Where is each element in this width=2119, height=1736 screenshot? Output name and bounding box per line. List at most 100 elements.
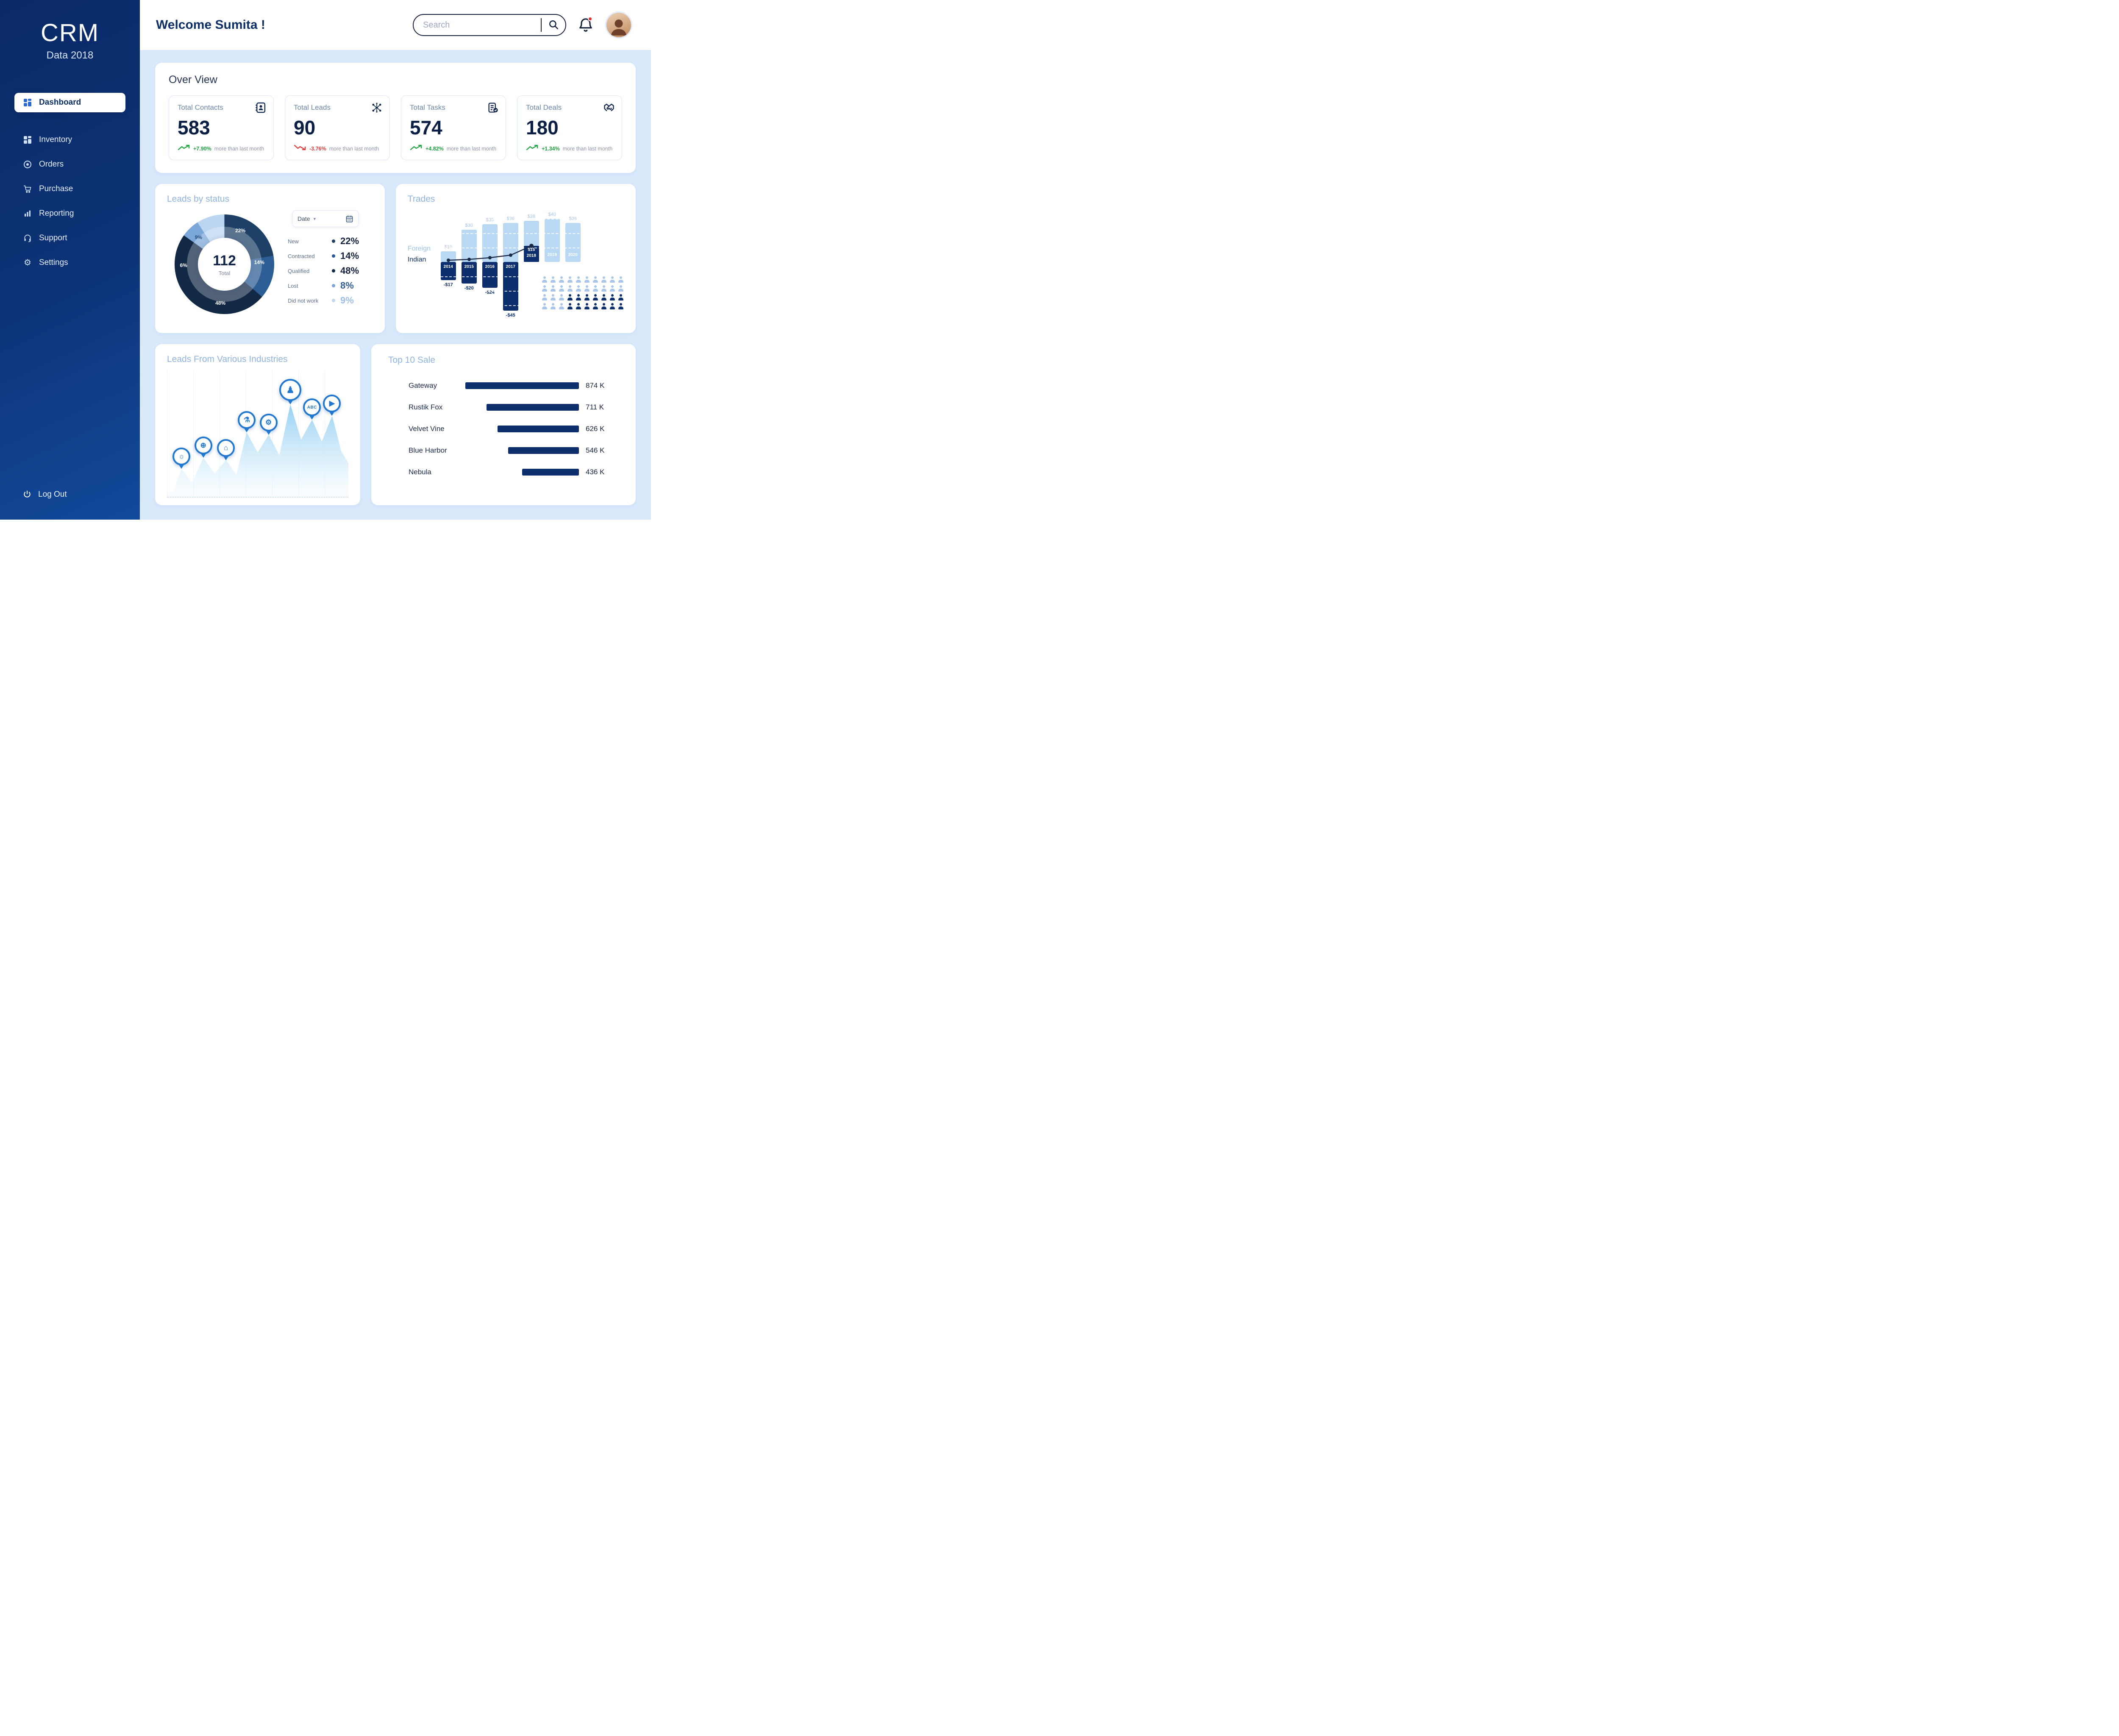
sidebar-item-dashboard[interactable]: Dashboard xyxy=(14,93,125,112)
notification-badge xyxy=(588,17,592,21)
donut-total-value: 112 xyxy=(213,252,236,269)
stat-delta: +7.90% xyxy=(193,145,211,152)
map-pin-globe-icon: ⊕ xyxy=(194,436,212,458)
trades-foreign-value-label: $10 xyxy=(444,244,452,250)
donut-segment-label-qualified: 48% xyxy=(215,300,226,306)
trades-foreign-value-label: $38 xyxy=(527,214,535,220)
trades-indian-value-label: -$45 xyxy=(506,312,515,318)
stat-delta: -3.76% xyxy=(309,145,326,152)
person-icon xyxy=(610,294,615,300)
trades-year-label: 2014 xyxy=(443,264,453,269)
chart-gridline xyxy=(440,233,618,234)
trades-bar-foreign-2019 xyxy=(544,219,560,262)
trades-indian-value-label: -$17 xyxy=(443,282,453,288)
stat-card-total-deals: Total Deals 180 +1.34% more than last month xyxy=(517,95,622,160)
pin-tail xyxy=(329,411,335,416)
leads-body: 22% 14% 48% 6% 9% 112 Total Date ▾ xyxy=(167,209,373,314)
sidebar-item-settings[interactable]: ⚙ Settings xyxy=(14,253,125,273)
person-icon xyxy=(618,294,624,300)
brand-subtitle: Data 2018 xyxy=(46,50,94,61)
sidebar-item-support[interactable]: Support xyxy=(14,228,125,248)
donut-center: 112 Total xyxy=(198,238,251,291)
trades-bar-foreign-2016 xyxy=(482,224,498,262)
sidebar-item-inventory[interactable]: Inventory xyxy=(14,130,125,150)
sidebar-item-label: Dashboard xyxy=(39,98,81,107)
trades-bar-foreign-2014 xyxy=(440,251,456,262)
sale-value: 874 K xyxy=(585,381,605,389)
stat-card-total-contacts: Total Contacts 583 +7.90% more than last mo… xyxy=(169,95,274,160)
stat-delta: +4.82% xyxy=(425,145,444,152)
power-icon xyxy=(23,490,32,499)
person-icon xyxy=(601,285,607,292)
pin-tail xyxy=(223,455,229,460)
stat-card-total-leads: Total Leads 90 -3.76% more than last month xyxy=(285,95,390,160)
legend-dot xyxy=(332,239,335,243)
trades-indian-value-label: -$20 xyxy=(464,286,474,291)
trades-indian-value-label: $15 xyxy=(528,247,535,252)
legend-label: Qualified xyxy=(288,267,310,274)
trend-arrow-icon xyxy=(410,144,423,153)
sidebar-item-reporting[interactable]: Reporting xyxy=(14,204,125,223)
trades-foreign-value-label: $40 xyxy=(548,212,556,217)
bar-chart-icon xyxy=(23,209,32,218)
sidebar-item-label: Orders xyxy=(39,160,64,169)
map-pin-media-video-icon: ▶ xyxy=(323,395,341,416)
trend-arrow-icon xyxy=(294,144,306,153)
pin-tail xyxy=(244,428,250,433)
person-icon xyxy=(567,276,573,283)
person-icon xyxy=(610,276,615,283)
legend-dot xyxy=(332,284,335,287)
trades-bar-indian-2016 xyxy=(482,262,498,288)
search-button[interactable] xyxy=(546,17,561,33)
user-avatar[interactable] xyxy=(605,11,632,39)
globe-icon: ⊕ xyxy=(194,436,212,454)
handshake-icon xyxy=(603,102,615,114)
sidebar-item-orders[interactable]: Orders xyxy=(14,155,125,174)
trades-card: Trades Foreign Indian 2014 -$17 $10 2015 -$2… xyxy=(395,184,636,333)
top-sale-card: Top 10 Sale Gateway 874 K Rustik Fox 711 K V… xyxy=(371,344,636,505)
person-icon xyxy=(576,303,581,309)
pin-tail xyxy=(287,400,294,405)
logout-label: Log Out xyxy=(38,490,67,499)
area-shape xyxy=(167,404,348,497)
pictogram-row xyxy=(542,303,624,309)
person-icon xyxy=(593,294,598,300)
person-icon xyxy=(584,285,590,292)
search-input[interactable] xyxy=(423,20,537,30)
main-area: Welcome Sumita ! xyxy=(140,0,651,520)
logout-button[interactable]: Log Out xyxy=(14,485,125,504)
map-pin-idea-icon: ☼ xyxy=(172,448,191,469)
stat-delta-suffix: more than last month xyxy=(562,145,613,152)
trades-year-label: 2016 xyxy=(485,264,495,269)
legend-value: 8% xyxy=(340,280,354,291)
map-pin-science-flask-icon: ⚗ xyxy=(238,411,256,433)
sale-bar-track xyxy=(465,447,579,454)
stat-label: Total Leads xyxy=(294,103,331,111)
trend-arrow-icon xyxy=(178,144,190,153)
sale-company-label: Nebula xyxy=(408,467,431,476)
sale-bar xyxy=(497,425,579,432)
trades-chart: Foreign Indian 2014 -$17 $10 2015 -$20 $30 201… xyxy=(408,208,624,323)
abc-text-icon: ABC xyxy=(303,398,321,417)
leads-right-panel: Date ▾ New 22% Contracted 14% Qualified 48% Lo… xyxy=(288,209,373,314)
grid-icon xyxy=(23,135,32,145)
sale-bar xyxy=(522,468,579,476)
chart-gridline xyxy=(440,305,618,306)
person-icon xyxy=(593,276,598,283)
trades-bar-foreign-2020 xyxy=(565,223,581,262)
stat-label: Total Contacts xyxy=(178,103,223,111)
person-icon xyxy=(601,303,607,309)
legend-dot xyxy=(332,269,335,273)
search-divider xyxy=(541,18,542,32)
person-icon xyxy=(601,276,607,283)
pictogram-row xyxy=(542,276,624,283)
date-filter-dropdown[interactable]: Date ▾ xyxy=(292,210,359,227)
series-label-indian: Indian xyxy=(407,256,426,263)
map-pin-abc-text-icon: ABC xyxy=(303,398,321,420)
science-flask-icon: ⚗ xyxy=(238,411,256,429)
series-label-foreign: Foreign xyxy=(407,245,431,252)
donut-segment-label-contracted: 14% xyxy=(254,259,264,265)
notifications-button[interactable] xyxy=(577,16,594,34)
sale-bar-track xyxy=(465,403,579,411)
sidebar-item-purchase[interactable]: Purchase xyxy=(14,179,125,199)
